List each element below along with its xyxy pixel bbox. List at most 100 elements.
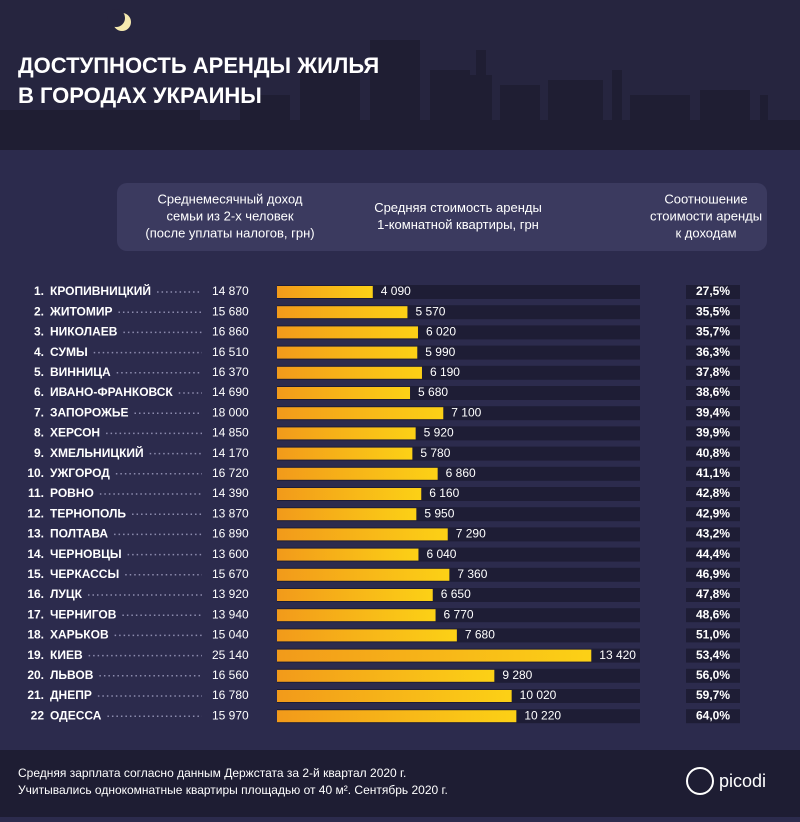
- income: 16 370: [212, 365, 249, 379]
- value-label: 6 860: [446, 466, 476, 480]
- column-header: к доходам: [675, 225, 736, 240]
- moon-shadow: [107, 9, 125, 27]
- income: 15 040: [212, 628, 249, 642]
- city: ЧЕРНИГОВ: [50, 607, 117, 621]
- rank: 1.: [34, 284, 44, 298]
- ratio-box: [686, 507, 740, 522]
- value-label: 10 220: [524, 708, 561, 722]
- city: ХАРЬКОВ: [50, 628, 109, 642]
- ratio: 42,8%: [696, 486, 730, 500]
- ratio-box: [686, 285, 740, 299]
- income: 15 670: [212, 567, 249, 581]
- city: ХЕРСОН: [50, 426, 100, 440]
- rank: 12.: [27, 506, 44, 520]
- value-label: 7 680: [465, 628, 495, 642]
- income: 15 680: [212, 304, 249, 318]
- logo: picodi: [719, 771, 766, 791]
- bar: [277, 366, 422, 379]
- bar: [277, 568, 450, 581]
- bar: [277, 306, 408, 319]
- logo-icon: [686, 767, 714, 795]
- ratio: 47,8%: [696, 587, 730, 601]
- bar: [277, 286, 373, 298]
- rank: 13.: [27, 527, 44, 541]
- bar: [277, 508, 417, 521]
- ratio: 42,9%: [696, 506, 730, 520]
- ratio-box: [686, 345, 740, 360]
- income: 13 920: [212, 587, 249, 601]
- city: КИЕВ: [50, 648, 83, 662]
- ratio-box: [686, 588, 740, 602]
- city: РОВНО: [50, 486, 94, 500]
- income: 25 140: [212, 648, 249, 662]
- ratio: 48,6%: [696, 607, 730, 621]
- rank: 15.: [27, 567, 44, 581]
- ratio: 35,7%: [696, 325, 730, 339]
- ratio-box: [686, 406, 740, 421]
- income: 16 510: [212, 345, 249, 359]
- city: ОДЕССА: [50, 708, 102, 722]
- city: КРОПИВНИЦКИЙ: [50, 283, 151, 298]
- income: 14 690: [212, 385, 249, 399]
- city: ЧЕРКАССЫ: [50, 567, 119, 581]
- income: 16 860: [212, 325, 249, 339]
- rank: 9.: [34, 446, 44, 460]
- city: ЛЬВОВ: [50, 668, 94, 682]
- value-label: 5 950: [424, 506, 454, 520]
- footnote: Учитывались однокомнатные квартиры площа…: [18, 783, 448, 797]
- value-label: 6 190: [430, 365, 460, 379]
- rank: 19.: [27, 648, 44, 662]
- ratio-box: [686, 325, 740, 340]
- bar: [277, 387, 411, 399]
- footer: [0, 750, 800, 817]
- income: 18 000: [212, 405, 249, 419]
- value-label: 6 160: [429, 486, 459, 500]
- bar: [277, 346, 418, 359]
- ratio: 39,4%: [696, 405, 730, 419]
- city: ЧЕРНОВЦЫ: [50, 547, 122, 561]
- ratio: 27,5%: [696, 284, 730, 298]
- ratio: 53,4%: [696, 648, 730, 662]
- bar: [277, 609, 436, 622]
- ratio-box: [686, 668, 740, 683]
- rank: 5.: [34, 365, 44, 379]
- ratio-box: [686, 709, 740, 724]
- ratio: 35,5%: [696, 304, 730, 318]
- ratio-box: [686, 365, 740, 380]
- rank: 20.: [27, 668, 44, 682]
- rank: 10.: [27, 466, 44, 480]
- ratio: 40,8%: [696, 446, 730, 460]
- value-label: 6 650: [441, 587, 471, 601]
- value-label: 5 780: [420, 446, 450, 460]
- income: 15 970: [212, 708, 249, 722]
- column-header: Среднемесячный доход: [158, 191, 303, 206]
- ratio: 64,0%: [696, 708, 730, 722]
- ratio: 43,2%: [696, 527, 730, 541]
- ratio-box: [686, 446, 740, 461]
- bar: [277, 629, 457, 642]
- rank: 21.: [27, 688, 44, 702]
- column-header: семьи из 2-х человек: [166, 208, 293, 223]
- rank: 11.: [28, 486, 44, 500]
- city: ЖИТОМИР: [49, 304, 112, 318]
- column-header: (после уплаты налогов, грн): [145, 225, 314, 240]
- city: ХМЕЛЬНИЦКИЙ: [50, 445, 144, 460]
- bar: [277, 669, 495, 682]
- ratio: 36,3%: [696, 345, 730, 359]
- value-label: 7 290: [456, 527, 486, 541]
- rank: 16.: [27, 587, 44, 601]
- income: 16 780: [212, 688, 249, 702]
- income: 16 560: [212, 668, 249, 682]
- bar: [277, 407, 444, 420]
- column-header: 1-комнатной квартиры, грн: [377, 217, 539, 232]
- ratio-box: [686, 567, 740, 582]
- city: ЗАПОРОЖЬЕ: [50, 405, 128, 419]
- value-label: 4 090: [381, 284, 411, 298]
- ratio-box: [686, 689, 740, 703]
- city: ТЕРНОПОЛЬ: [50, 506, 126, 520]
- city: ЛУЦК: [50, 587, 83, 601]
- header-box: [117, 183, 767, 251]
- value-label: 6 770: [444, 607, 474, 621]
- bar: [277, 690, 512, 702]
